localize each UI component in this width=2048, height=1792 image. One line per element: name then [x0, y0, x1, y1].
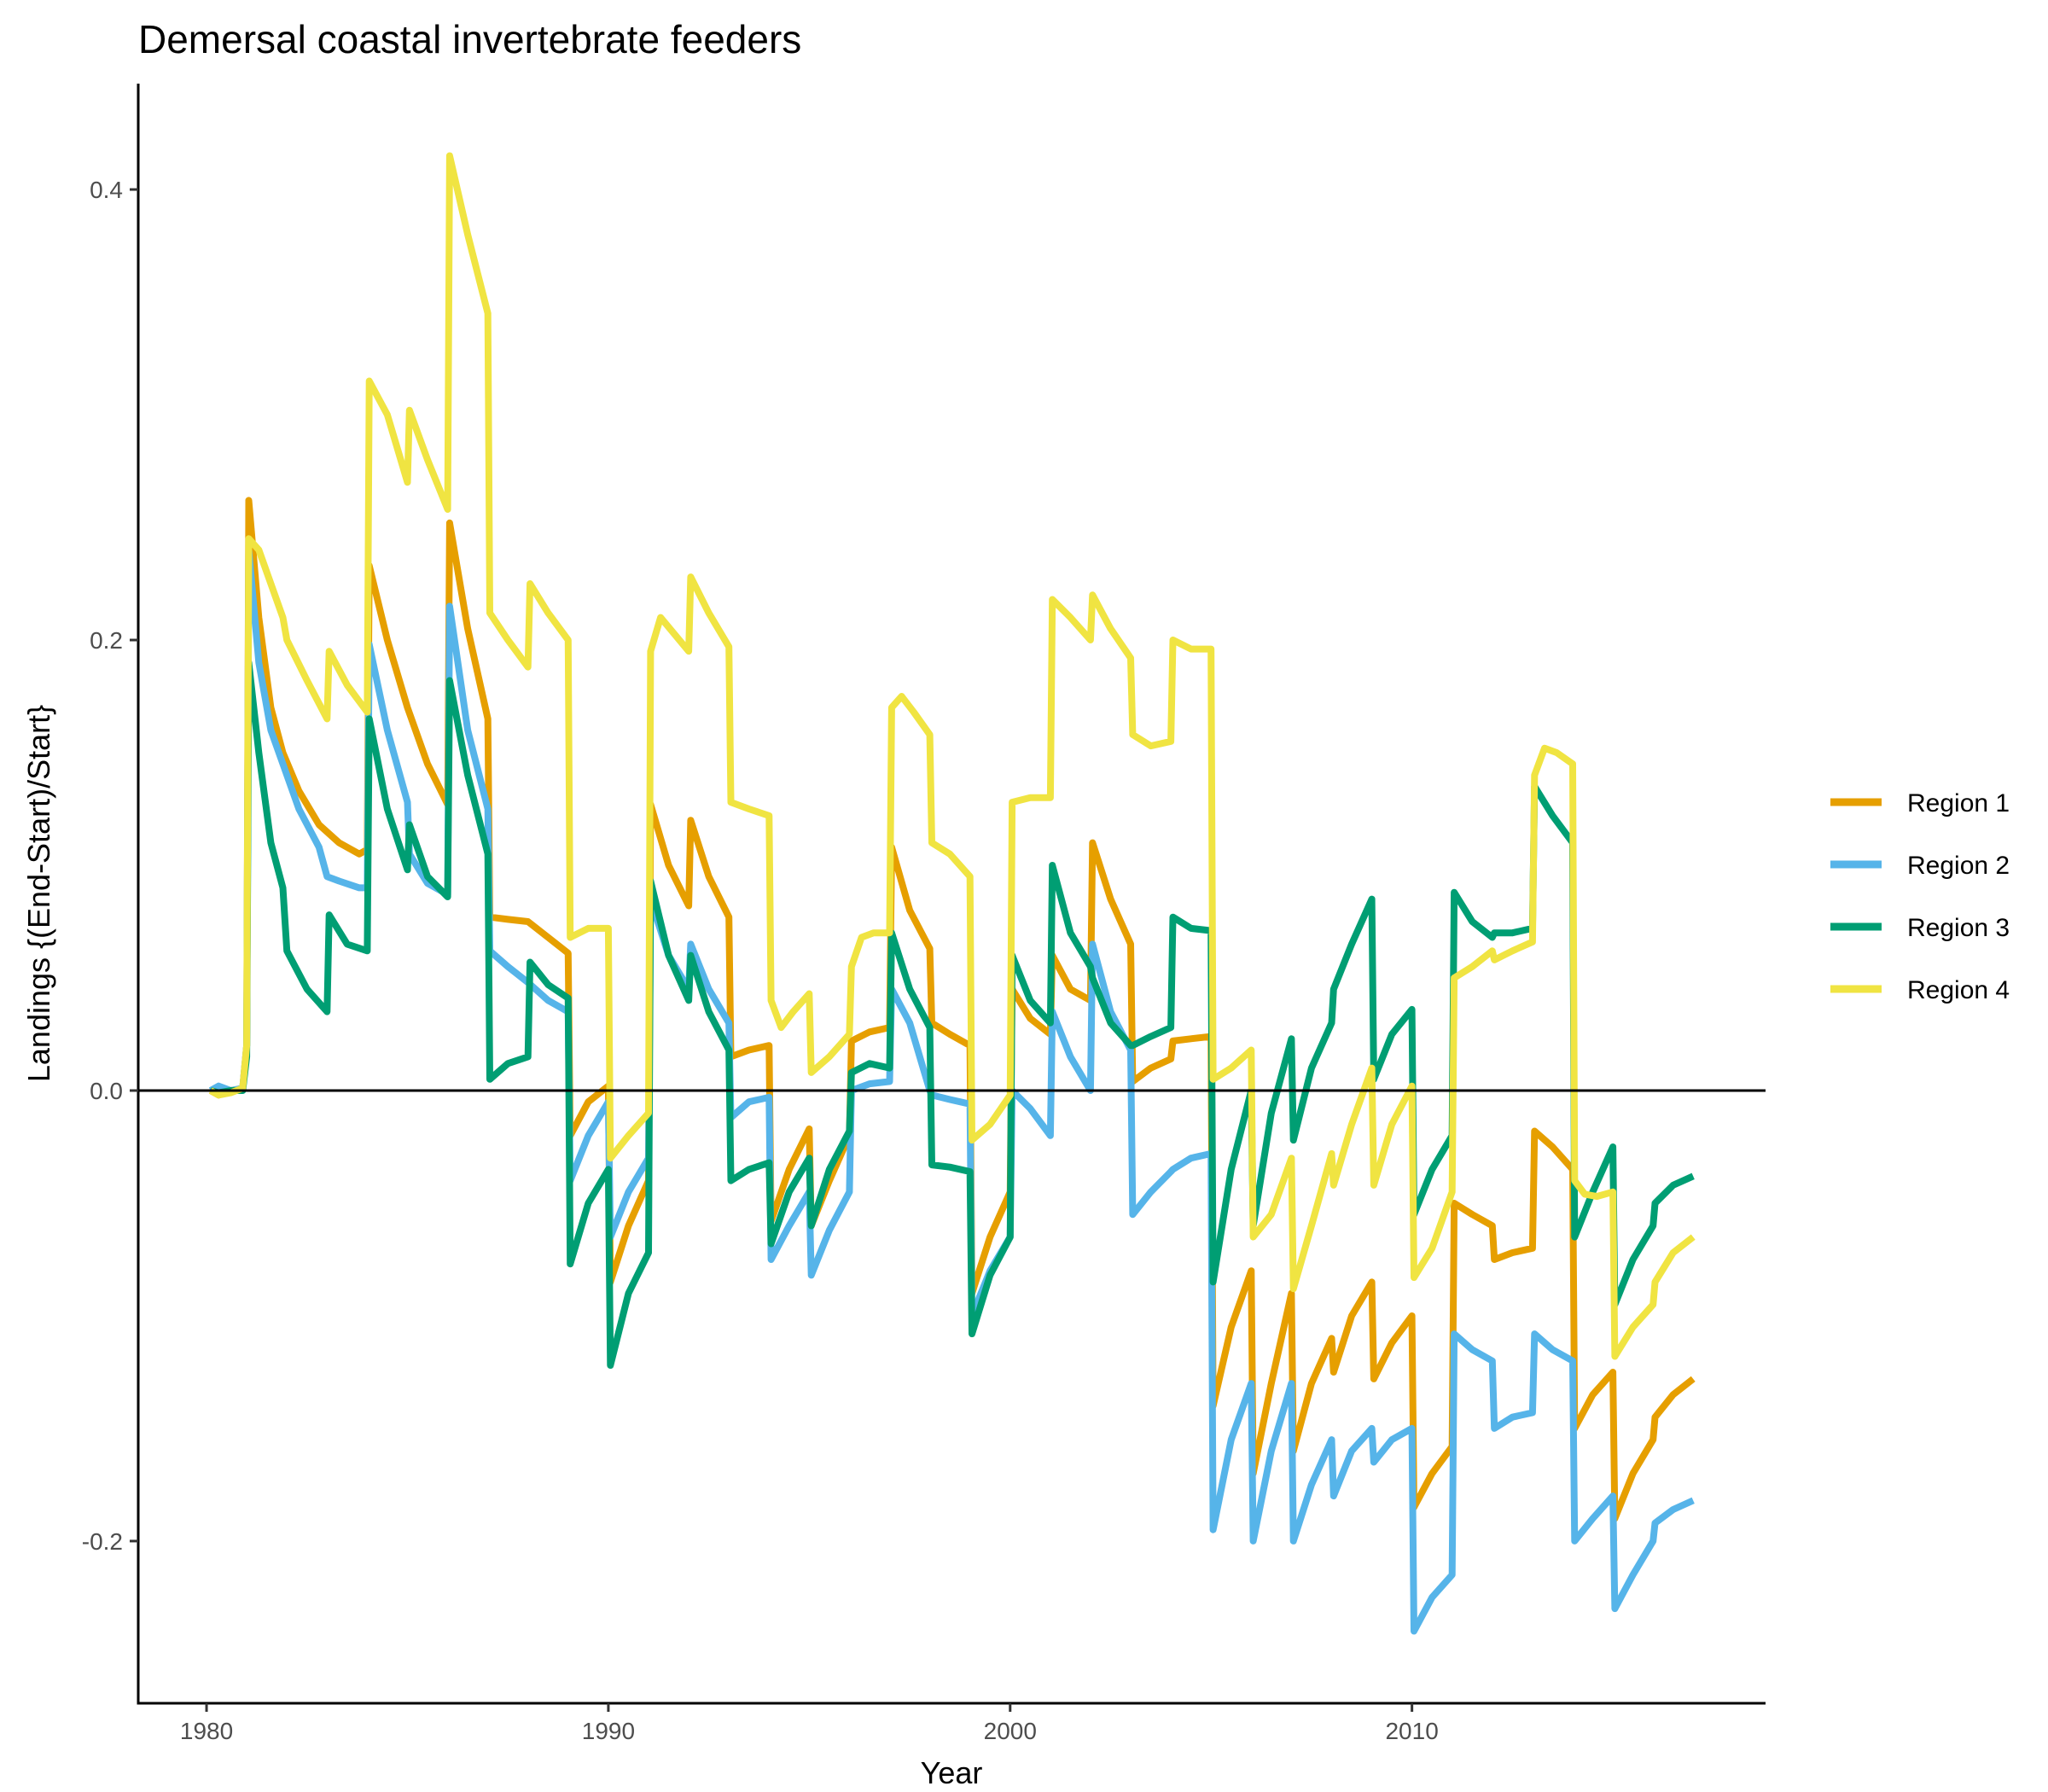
x-axis-title: Year	[921, 1755, 983, 1790]
y-axis-ticks: -0.2 0.0 0.2 0.4	[82, 177, 138, 1555]
y-tick-label: 0.4	[90, 177, 123, 203]
legend-item-region-3: Region 3	[1830, 914, 2010, 942]
x-tick-label: 1990	[582, 1718, 635, 1744]
x-axis-ticks: 1980 1990 2000 2010	[180, 1703, 1439, 1744]
chart-title: Demersal coastal invertebrate feeders	[138, 17, 801, 61]
legend-item-region-1: Region 1	[1830, 789, 2010, 817]
legend-item-region-4: Region 4	[1830, 976, 2010, 1004]
y-tick-label: 0.2	[90, 627, 123, 654]
y-tick-label: 0.0	[90, 1078, 123, 1104]
series-layer	[208, 152, 1696, 1635]
x-tick-label: 2010	[1385, 1718, 1438, 1744]
series-line-region-1	[208, 497, 1696, 1522]
legend-label: Region 4	[1907, 976, 2010, 1004]
x-tick-label: 2000	[984, 1718, 1037, 1744]
legend-label: Region 2	[1907, 852, 2010, 880]
legend-item-region-2: Region 2	[1830, 852, 2010, 880]
legend-label: Region 3	[1907, 914, 2010, 942]
legend-label: Region 1	[1907, 789, 2010, 817]
y-axis-title: Landings {(End-Start)/Start}	[21, 705, 56, 1082]
legend: Region 1 Region 2 Region 3 Region 4	[1830, 789, 2010, 1004]
series-line-region-4	[208, 152, 1696, 1360]
y-tick-label: -0.2	[82, 1528, 123, 1555]
series-line-region-3	[209, 659, 1695, 1369]
x-tick-label: 1980	[180, 1718, 233, 1744]
